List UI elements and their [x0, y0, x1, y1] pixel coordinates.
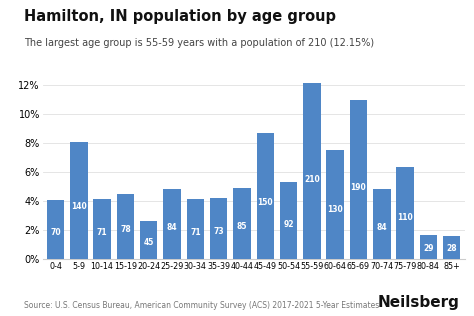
- Text: 28: 28: [447, 244, 457, 253]
- Bar: [396, 167, 414, 259]
- Text: 190: 190: [351, 183, 366, 192]
- Bar: [47, 200, 64, 259]
- Bar: [256, 133, 274, 259]
- Bar: [163, 189, 181, 259]
- Bar: [327, 150, 344, 259]
- Text: Source: U.S. Census Bureau, American Community Survey (ACS) 2017-2021 5-Year Est: Source: U.S. Census Bureau, American Com…: [24, 301, 379, 310]
- Text: 85: 85: [237, 222, 247, 232]
- Bar: [210, 198, 228, 259]
- Bar: [93, 199, 111, 259]
- Bar: [70, 142, 88, 259]
- Bar: [233, 188, 251, 259]
- Text: 210: 210: [304, 175, 320, 184]
- Bar: [373, 189, 391, 259]
- Text: 140: 140: [71, 202, 87, 211]
- Bar: [280, 182, 297, 259]
- Text: 150: 150: [257, 198, 273, 207]
- Bar: [303, 83, 320, 259]
- Text: 84: 84: [376, 223, 387, 232]
- Text: 92: 92: [283, 220, 294, 229]
- Bar: [350, 100, 367, 259]
- Text: Neilsberg: Neilsberg: [378, 295, 460, 310]
- Text: 71: 71: [190, 228, 201, 237]
- Text: Hamilton, IN population by age group: Hamilton, IN population by age group: [24, 9, 336, 24]
- Bar: [140, 221, 157, 259]
- Text: 110: 110: [397, 213, 413, 222]
- Bar: [419, 235, 437, 259]
- Text: 29: 29: [423, 244, 434, 253]
- Text: 130: 130: [327, 205, 343, 215]
- Bar: [117, 194, 134, 259]
- Text: 70: 70: [50, 228, 61, 237]
- Text: 71: 71: [97, 228, 108, 237]
- Bar: [187, 199, 204, 259]
- Text: 78: 78: [120, 225, 131, 234]
- Bar: [443, 236, 460, 259]
- Text: 45: 45: [144, 238, 154, 246]
- Text: The largest age group is 55-59 years with a population of 210 (12.15%): The largest age group is 55-59 years wit…: [24, 38, 374, 48]
- Text: 84: 84: [167, 223, 177, 232]
- Text: 73: 73: [213, 227, 224, 236]
